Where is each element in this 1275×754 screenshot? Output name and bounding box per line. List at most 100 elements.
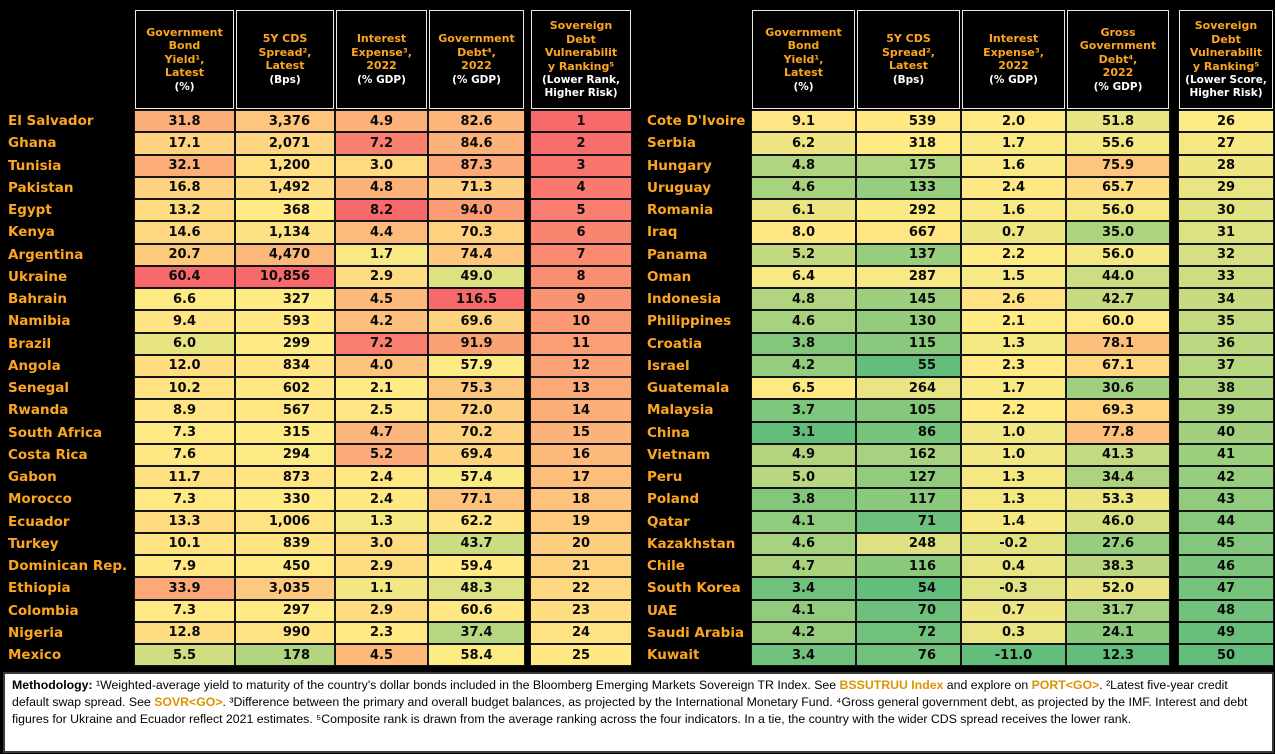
interest-expense-cell: 2.9 [335, 555, 428, 578]
interest-expense-cell: 1.0 [961, 421, 1066, 444]
rank-cell: 21 [530, 555, 632, 578]
yield-cell: 6.5 [751, 377, 856, 400]
cds-spread-cell: 72 [856, 621, 961, 644]
debt-cell: 53.3 [1066, 488, 1170, 511]
cds-spread-cell: 294 [235, 443, 335, 466]
country-label: Colombia [1, 599, 134, 622]
debt-cell: 72.0 [428, 399, 525, 422]
rank-cell: 17 [530, 466, 632, 489]
interest-expense-cell: -11.0 [961, 644, 1066, 667]
interest-expense-cell: 2.9 [335, 599, 428, 622]
cds-spread-cell: 145 [856, 288, 961, 311]
rank-cell: 46 [1178, 555, 1274, 578]
column-header: Sovereign Debt Vulnerabilit y Ranking⁵ (L… [531, 10, 631, 109]
column-header-unit: (%) [174, 80, 195, 93]
yield-cell: 5.5 [134, 644, 235, 667]
cds-spread-cell: 127 [856, 466, 961, 489]
country-label: Israel [640, 354, 751, 377]
interest-expense-cell: 1.6 [961, 199, 1066, 222]
country-label: Ecuador [1, 510, 134, 533]
column-header-unit: (%) [793, 80, 814, 93]
country-label: Bahrain [1, 288, 134, 311]
interest-expense-cell: 4.5 [335, 644, 428, 667]
rank-cell: 23 [530, 599, 632, 622]
cds-spread-cell: 990 [235, 621, 335, 644]
cds-spread-cell: 178 [235, 644, 335, 667]
debt-cell: 51.8 [1066, 110, 1170, 133]
cds-spread-cell: 450 [235, 555, 335, 578]
country-label: Romania [640, 199, 751, 222]
cds-spread-cell: 292 [856, 199, 961, 222]
yield-cell: 20.7 [134, 243, 235, 266]
column-gap [1170, 443, 1178, 466]
country-label: Ukraine [1, 265, 134, 288]
rank-cell: 35 [1178, 310, 1274, 333]
column-gap [525, 443, 530, 466]
rank-cell: 41 [1178, 443, 1274, 466]
debt-cell: 34.4 [1066, 466, 1170, 489]
cds-spread-cell: 115 [856, 332, 961, 355]
column-header: 5Y CDS Spread², Latest (Bps) [236, 10, 334, 109]
rank-cell: 38 [1178, 377, 1274, 400]
yield-cell: 7.9 [134, 555, 235, 578]
rank-cell: 50 [1178, 644, 1274, 667]
debt-cell: 69.4 [428, 443, 525, 466]
yield-cell: 4.6 [751, 176, 856, 199]
yield-cell: 14.6 [134, 221, 235, 244]
country-label: Mexico [1, 644, 134, 667]
column-gap [1170, 176, 1178, 199]
yield-cell: 6.6 [134, 288, 235, 311]
column-gap [525, 488, 530, 511]
debt-cell: 60.6 [428, 599, 525, 622]
country-label: Kazakhstan [640, 532, 751, 555]
country-label: Turkey [1, 532, 134, 555]
column-gap [1170, 265, 1178, 288]
cds-spread-cell: 1,200 [235, 154, 335, 177]
cds-spread-cell: 4,470 [235, 243, 335, 266]
cds-spread-cell: 297 [235, 599, 335, 622]
cds-spread-cell: 368 [235, 199, 335, 222]
column-gap [525, 199, 530, 222]
debt-cell: 56.0 [1066, 199, 1170, 222]
yield-cell: 7.3 [134, 421, 235, 444]
yield-cell: 7.6 [134, 443, 235, 466]
country-label: Panama [640, 243, 751, 266]
interest-expense-cell: 1.3 [335, 510, 428, 533]
interest-expense-cell: 7.2 [335, 132, 428, 155]
yield-cell: 6.4 [751, 265, 856, 288]
cds-spread-cell: 137 [856, 243, 961, 266]
column-header: 5Y CDS Spread², Latest (Bps) [857, 10, 960, 109]
cds-spread-cell: 71 [856, 510, 961, 533]
rank-cell: 47 [1178, 577, 1274, 600]
methodology-text-segment: ¹Weighted-average yield to maturity of t… [96, 678, 840, 692]
cds-spread-cell: 834 [235, 354, 335, 377]
country-label: South Korea [640, 577, 751, 600]
column-gap [1170, 466, 1178, 489]
yield-cell: 13.2 [134, 199, 235, 222]
yield-cell: 4.6 [751, 532, 856, 555]
column-gap [525, 532, 530, 555]
cds-spread-cell: 86 [856, 421, 961, 444]
debt-cell: 82.6 [428, 110, 525, 133]
yield-cell: 9.4 [134, 310, 235, 333]
country-label: Peru [640, 466, 751, 489]
column-header-unit: (% GDP) [452, 73, 501, 86]
debt-cell: 60.0 [1066, 310, 1170, 333]
debt-cell: 70.3 [428, 221, 525, 244]
interest-expense-cell: 2.5 [335, 399, 428, 422]
debt-cell: 84.6 [428, 132, 525, 155]
yield-cell: 4.1 [751, 599, 856, 622]
yield-cell: 4.2 [751, 354, 856, 377]
interest-expense-cell: 5.2 [335, 443, 428, 466]
cds-spread-cell: 602 [235, 377, 335, 400]
cds-spread-cell: 299 [235, 332, 335, 355]
column-gap [525, 110, 530, 133]
yield-cell: 3.4 [751, 577, 856, 600]
debt-cell: 75.9 [1066, 154, 1170, 177]
debt-cell: 87.3 [428, 154, 525, 177]
country-label: Uruguay [640, 176, 751, 199]
country-label: Namibia [1, 310, 134, 333]
country-label: Saudi Arabia [640, 621, 751, 644]
column-header: Government Bond Yield¹, Latest (%) [135, 10, 234, 109]
rank-cell: 4 [530, 176, 632, 199]
